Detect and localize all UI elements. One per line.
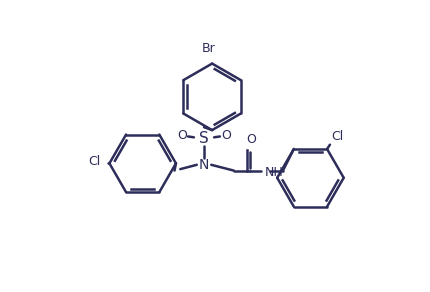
Text: O: O <box>178 129 187 142</box>
Text: O: O <box>246 133 256 146</box>
Text: NH: NH <box>265 166 284 178</box>
Text: Br: Br <box>202 42 215 55</box>
Text: O: O <box>221 129 230 142</box>
Text: N: N <box>199 158 209 172</box>
Text: S: S <box>199 131 209 146</box>
Text: Cl: Cl <box>332 130 344 143</box>
Text: Cl: Cl <box>89 155 101 168</box>
